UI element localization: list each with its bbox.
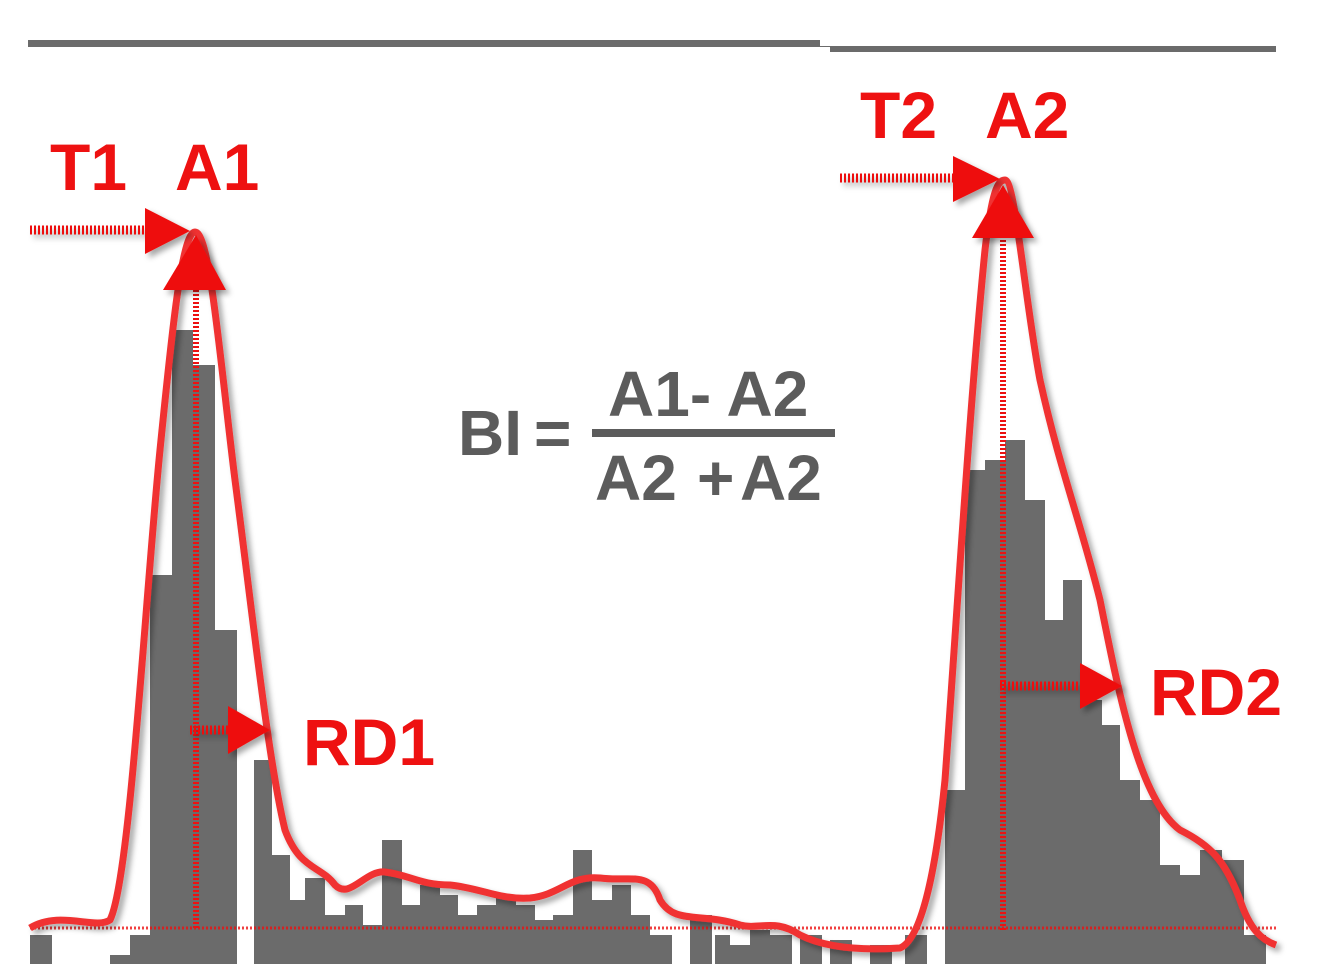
histogram-bar	[516, 905, 535, 964]
histogram-bar	[382, 840, 402, 964]
histogram-bar	[402, 905, 420, 964]
histogram-bar	[1063, 580, 1082, 964]
histogram-bar	[305, 878, 325, 964]
histogram-bar	[440, 895, 458, 964]
histogram-bar	[573, 850, 592, 964]
histogram-bar	[1160, 865, 1180, 964]
histogram-bar	[477, 905, 496, 964]
histogram-bar	[345, 905, 363, 964]
a2-label: A2	[985, 78, 1069, 152]
histogram-bar	[592, 900, 612, 964]
formula-denominator-right: A2	[740, 442, 822, 514]
histogram-bar	[730, 945, 750, 964]
firing-rate-curve	[28, 176, 1278, 953]
t2-label: T2	[860, 78, 937, 152]
a2-arrowhead	[972, 185, 1034, 238]
rd2-label: RD2	[1150, 655, 1282, 729]
formula-numerator: A1- A2	[608, 358, 808, 430]
t1-arrow	[30, 208, 190, 254]
a1-label: A1	[175, 130, 259, 204]
histogram-bar	[215, 630, 237, 964]
histogram-bar	[172, 330, 193, 964]
histogram-bar	[1082, 700, 1102, 964]
histogram-bar	[535, 920, 553, 964]
t2-arrow	[840, 156, 1000, 202]
histogram-bar	[30, 935, 52, 964]
histogram-bar	[1180, 875, 1200, 964]
histogram-bar	[150, 575, 172, 964]
rd2-arrow	[1000, 663, 1122, 709]
burst-index-formula: BI = A1- A2 A2 + A2	[458, 358, 835, 514]
histogram-bar	[363, 925, 382, 964]
histogram-bar	[272, 855, 290, 964]
histogram-bar	[1045, 620, 1063, 964]
histogram-bar	[110, 955, 130, 964]
histogram-bar	[325, 915, 345, 964]
formula-plus: +	[697, 442, 734, 514]
histogram-bar	[612, 885, 631, 964]
histogram-bar	[1222, 860, 1244, 964]
histogram-bar	[1005, 440, 1025, 964]
histogram-bar	[130, 935, 150, 964]
histogram-bar	[420, 885, 440, 964]
histogram-bar	[1120, 780, 1140, 964]
histogram-bar	[1244, 935, 1266, 964]
histogram-bar	[1102, 725, 1120, 964]
t1-label: T1	[50, 130, 127, 204]
rd1-label: RD1	[303, 705, 435, 779]
histogram-bar	[1025, 500, 1045, 964]
formula-denominator-left: A2	[595, 442, 677, 514]
fraction-bar	[592, 429, 835, 437]
histogram-bar	[1140, 800, 1160, 964]
histogram-bar	[965, 470, 985, 964]
formula-equals: =	[534, 397, 571, 469]
histogram-bar	[690, 915, 712, 964]
stimulus-bar	[28, 40, 1276, 52]
histogram-bar	[553, 915, 573, 964]
rd1-arrow	[190, 706, 270, 754]
histogram-bar	[290, 900, 305, 964]
histogram-bar	[458, 915, 477, 964]
histogram-bar	[631, 915, 650, 964]
histogram-bar	[254, 760, 272, 964]
histogram-bar	[650, 935, 672, 964]
histogram-bar	[1200, 850, 1222, 964]
histogram-bar	[750, 930, 770, 964]
a1-arrowhead	[163, 235, 226, 290]
histogram-bar	[715, 935, 730, 964]
histogram-bar	[945, 790, 965, 964]
histogram-bar	[770, 935, 792, 964]
formula-lhs: BI	[458, 397, 522, 469]
